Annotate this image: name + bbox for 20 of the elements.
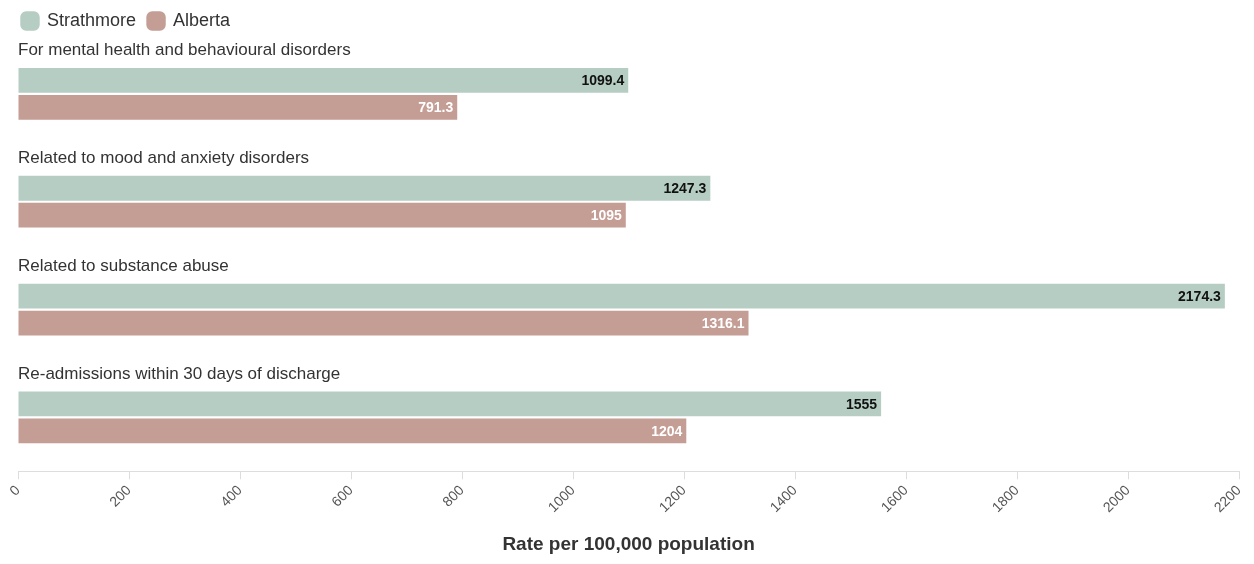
y-tick-label: Related to mood and anxiety disorders	[18, 148, 310, 168]
data-label: 1099.4	[581, 72, 625, 89]
data-label: 791.3	[418, 99, 454, 116]
x-tick-label: 0	[6, 481, 23, 499]
data-label: 1316.1	[701, 314, 745, 331]
x-tick-label: 600	[328, 481, 357, 510]
x-tick-label: 400	[217, 481, 246, 510]
legend-label: Strathmore	[47, 9, 137, 30]
data-label: 1204	[651, 422, 683, 439]
legend-label: Alberta	[173, 9, 232, 30]
y-tick-label: Re-admissions within 30 days of discharge	[18, 363, 341, 383]
x-axis-title: Rate per 100,000 population	[502, 532, 755, 554]
data-label: 2174.3	[1178, 287, 1222, 304]
y-tick-label: For mental health and behavioural disorders	[18, 40, 351, 60]
y-tick-label: Related to substance abuse	[18, 256, 229, 276]
data-label: 1555	[845, 395, 878, 412]
x-tick-label: 200	[106, 481, 135, 510]
data-label: 1095	[590, 207, 622, 224]
x-tick-label: 800	[439, 481, 468, 510]
data-label: 1247.3	[663, 180, 707, 197]
